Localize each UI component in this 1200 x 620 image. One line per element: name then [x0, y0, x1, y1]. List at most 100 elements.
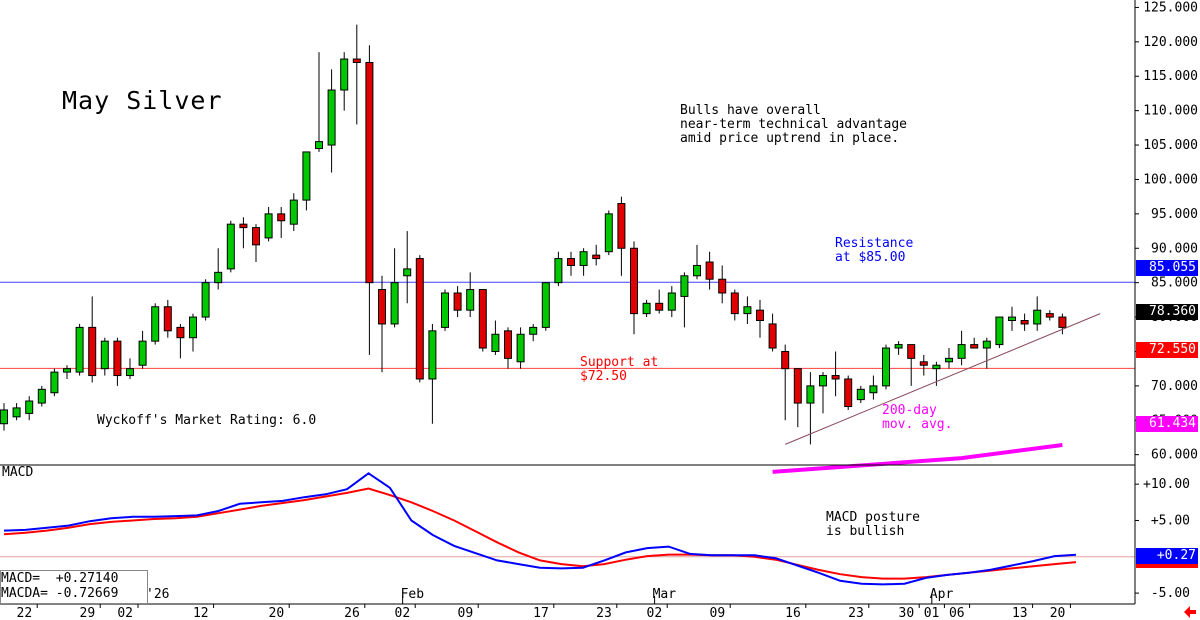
candlesticks — [0, 24, 1067, 445]
candle — [995, 316, 1004, 349]
candle-body — [340, 58, 349, 91]
candle-body — [869, 385, 878, 394]
candle-body — [516, 333, 525, 363]
candle — [63, 365, 71, 379]
candle — [163, 299, 172, 338]
candle-body — [163, 306, 172, 332]
candle-body — [390, 282, 399, 325]
candle — [352, 24, 361, 125]
macd-readout: MACD= +0.27140 — [1, 571, 119, 586]
candle-body — [176, 326, 185, 339]
candle — [693, 244, 701, 280]
resistance-annotation: Resistance at $85.00 — [835, 236, 914, 265]
price-tick-label: 95.000 — [1151, 207, 1198, 222]
candle — [189, 313, 197, 352]
candle-body — [894, 344, 903, 349]
candle — [869, 375, 878, 400]
candle — [239, 217, 248, 249]
candle — [226, 220, 235, 273]
x-tick-label: 13 — [1012, 606, 1028, 620]
candle — [907, 344, 916, 386]
candle — [126, 358, 134, 379]
macd-posture-annotation: MACD posture is bullish — [826, 510, 920, 539]
candle-body — [541, 282, 550, 328]
candle-body — [768, 323, 777, 349]
candle — [315, 52, 323, 152]
x-tick-label: 02 — [395, 606, 411, 620]
candle-body — [957, 344, 966, 359]
candle-body — [289, 199, 298, 225]
candle-body — [882, 347, 890, 387]
candle — [680, 272, 689, 328]
candle-body — [378, 289, 386, 325]
candle — [945, 348, 953, 369]
macd-panel-label: MACD — [2, 465, 34, 480]
x-tick-label: 30 — [899, 606, 915, 620]
candle-body — [793, 368, 802, 404]
candle — [667, 286, 676, 318]
candle — [1020, 313, 1029, 331]
candle-body — [428, 330, 437, 380]
candle-body — [1020, 320, 1029, 325]
candle-body — [264, 213, 273, 239]
candle-body — [327, 89, 336, 146]
candle — [277, 206, 286, 238]
x-tick-label: 23 — [848, 606, 864, 620]
candle — [1033, 296, 1042, 331]
candle — [882, 344, 890, 390]
candle — [768, 313, 777, 352]
candle-body — [667, 292, 676, 311]
candle — [856, 385, 865, 404]
candle-body — [226, 223, 235, 270]
candle — [138, 330, 147, 369]
candle-body — [592, 254, 601, 260]
candle-body — [126, 368, 134, 377]
candle — [756, 299, 764, 338]
candle — [1058, 313, 1067, 335]
x-tick-label: 12 — [193, 606, 209, 620]
candle — [970, 337, 979, 349]
candle-body — [100, 340, 109, 370]
candle-body — [970, 344, 979, 349]
candle — [50, 368, 59, 397]
moving-average-line — [772, 443, 1063, 474]
support-annotation: Support at $72.50 — [580, 355, 659, 384]
trendline-line — [785, 313, 1101, 445]
macd-line — [3, 472, 1077, 586]
candle-body — [315, 141, 323, 149]
candle — [214, 248, 223, 290]
x-tick-label: 02 — [647, 606, 663, 620]
candle — [604, 210, 613, 256]
month-label: Apr — [930, 587, 954, 602]
moving-average — [772, 443, 1063, 474]
price-tick-label: 60.000 — [1151, 448, 1198, 463]
candle-body — [680, 275, 689, 297]
candle-body — [529, 326, 538, 335]
x-tick-label: 23 — [596, 606, 612, 620]
candle-body — [630, 247, 638, 315]
moving-average-annotation: 200-day mov. avg. — [882, 403, 953, 432]
candle — [25, 396, 34, 421]
candle — [705, 251, 714, 290]
candle-body — [12, 407, 21, 418]
x-tick-label: 29 — [80, 606, 96, 620]
candle — [12, 403, 21, 421]
support-badge: 72.550 — [1136, 342, 1198, 358]
arrow-icon[interactable] — [1184, 606, 1196, 618]
candle-body — [151, 306, 160, 342]
candle-body — [907, 344, 916, 359]
candle-body — [189, 316, 197, 339]
candle — [554, 251, 563, 287]
candle-body — [365, 61, 374, 284]
chart-title: May Silver — [62, 86, 223, 115]
candle-body — [1058, 316, 1067, 328]
candle-body — [1008, 316, 1016, 322]
last-price-badge: 78.360 — [1136, 304, 1198, 320]
price-tick-label: 105.000 — [1143, 138, 1198, 153]
candle — [1045, 310, 1054, 321]
candle-body — [37, 388, 46, 404]
candle — [453, 286, 462, 318]
x-tick-label: 06 — [949, 606, 965, 620]
candle-body — [819, 375, 827, 387]
